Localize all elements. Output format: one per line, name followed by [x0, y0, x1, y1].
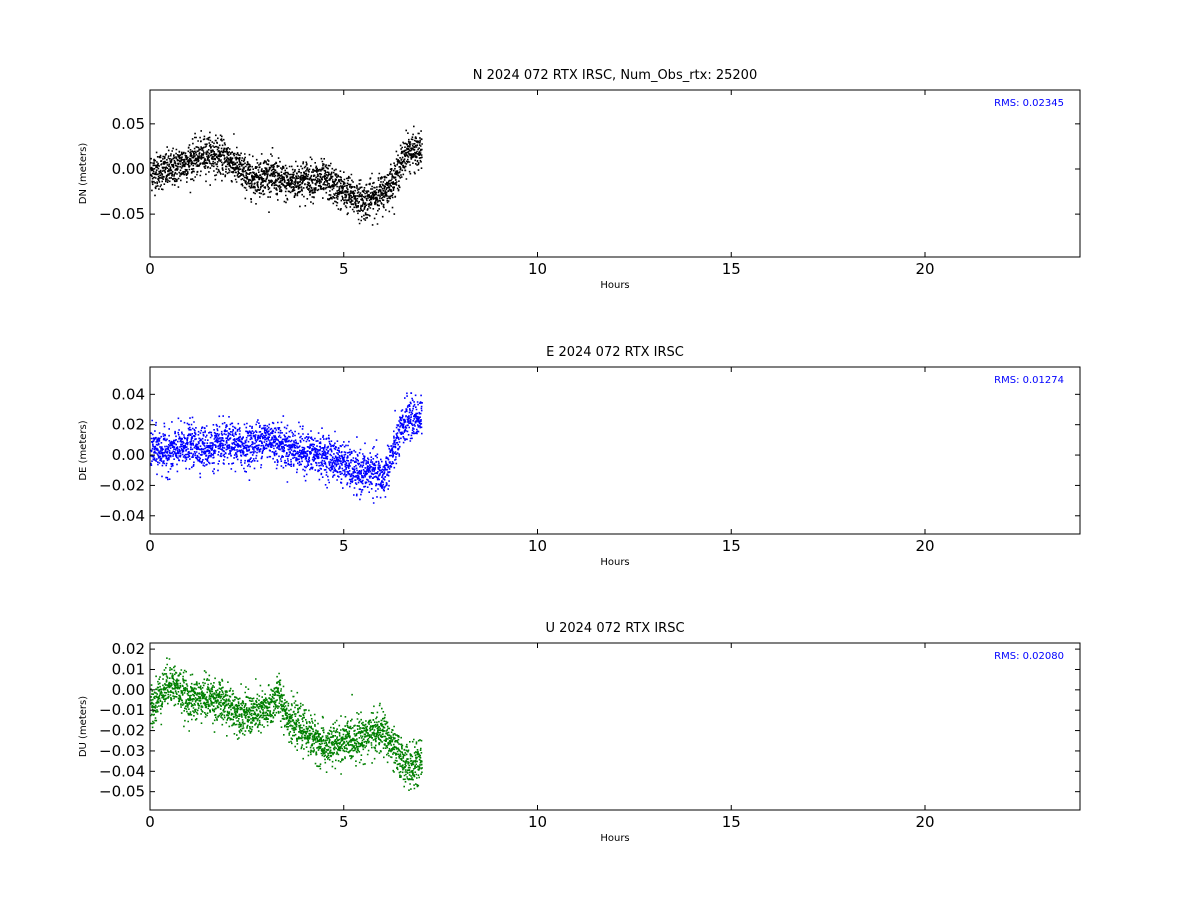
y-axis-label: DN (meters) — [78, 143, 89, 205]
y-tick-label: −0.04 — [99, 507, 145, 525]
rms-annotation: RMS: 0.01274 — [994, 375, 1064, 386]
y-tick-label: 0.04 — [112, 385, 145, 403]
x-tick-label: 0 — [145, 813, 155, 831]
y-tick-label: −0.05 — [99, 205, 145, 223]
x-tick-label: 10 — [528, 813, 547, 831]
x-tick-label: 10 — [528, 537, 547, 555]
panel-title: U 2024 072 RTX IRSC — [545, 621, 684, 636]
series-markers — [150, 657, 423, 791]
y-axis-label: DE (meters) — [78, 420, 89, 480]
x-ticks: 0 5 10 15 20 — [145, 813, 934, 831]
y-tick-label: −0.01 — [99, 701, 145, 719]
plot-frame — [149, 366, 1081, 535]
y-tick-label: −0.05 — [99, 783, 145, 801]
y-tick-label: 0.00 — [112, 160, 145, 178]
series-markers — [150, 125, 423, 226]
y-axis-label: DU (meters) — [78, 696, 89, 757]
rms-annotation: RMS: 0.02080 — [994, 651, 1064, 662]
y-tick-label: −0.03 — [99, 742, 145, 760]
y-ticks: 0.04 0.02 0.00 −0.02 −0.04 — [99, 385, 145, 524]
x-tick-label: 15 — [722, 260, 741, 278]
plot-frame — [149, 89, 1081, 258]
plot-frame — [149, 642, 1081, 811]
y-ticks: 0.05 0.00 −0.05 — [99, 115, 145, 223]
series-points — [150, 392, 423, 504]
y-tick-label: 0.00 — [112, 446, 145, 464]
x-tick-label: 5 — [339, 537, 349, 555]
panel-up: U 2024 072 RTX IRSC Hours DU (meters) RM… — [78, 621, 1081, 844]
y-tick-label: 0.05 — [112, 115, 145, 133]
x-ticks: 0 5 10 15 20 — [145, 537, 934, 555]
y-tick-label: 0.00 — [112, 681, 145, 699]
y-tick-label: −0.02 — [99, 476, 145, 494]
rms-annotation: RMS: 0.02345 — [994, 98, 1064, 109]
x-tick-label: 15 — [722, 813, 741, 831]
y-ticks: 0.02 0.01 0.00 −0.01 −0.02 −0.03 −0.04 −… — [99, 640, 145, 801]
panel-east: E 2024 072 RTX IRSC Hours DE (meters) RM… — [78, 345, 1081, 568]
y-tick-label: −0.04 — [99, 762, 145, 780]
x-tick-label: 0 — [145, 537, 155, 555]
x-axis-label: Hours — [600, 280, 629, 291]
x-tick-label: 5 — [339, 813, 349, 831]
x-tick-label: 10 — [528, 260, 547, 278]
x-tick-label: 0 — [145, 260, 155, 278]
x-tick-label: 20 — [915, 537, 934, 555]
x-tick-label: 5 — [339, 260, 349, 278]
x-tick-label: 15 — [722, 537, 741, 555]
panel-title: N 2024 072 RTX IRSC, Num_Obs_rtx: 25200 — [473, 68, 757, 83]
x-tick-label: 20 — [915, 813, 934, 831]
x-axis-label: Hours — [600, 833, 629, 844]
y-tick-label: 0.01 — [112, 660, 145, 678]
x-axis-label: Hours — [600, 557, 629, 568]
series-points — [150, 125, 423, 226]
series-markers — [150, 392, 423, 504]
y-tick-label: 0.02 — [112, 640, 145, 658]
panel-north: N 2024 072 RTX IRSC, Num_Obs_rtx: 25200 … — [78, 68, 1081, 291]
series-points — [150, 657, 423, 791]
x-ticks: 0 5 10 15 20 — [145, 260, 934, 278]
y-tick-label: −0.02 — [99, 722, 145, 740]
y-tick-label: 0.02 — [112, 416, 145, 434]
panel-title: E 2024 072 RTX IRSC — [546, 345, 684, 360]
x-tick-label: 20 — [915, 260, 934, 278]
